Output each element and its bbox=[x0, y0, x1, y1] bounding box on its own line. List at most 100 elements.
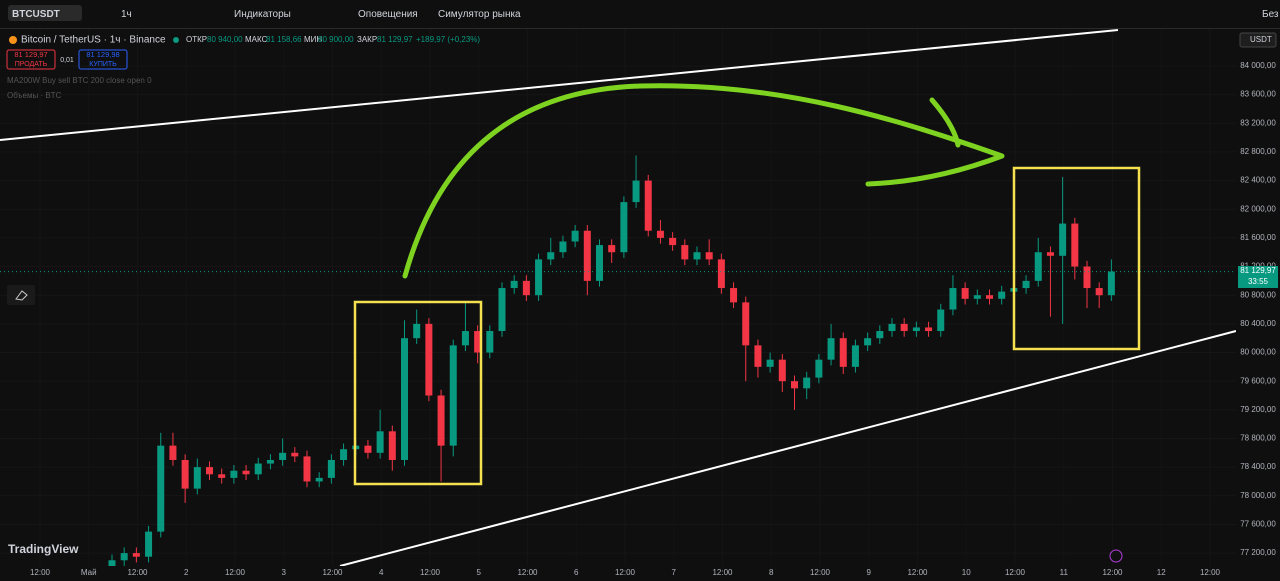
candle-body bbox=[1022, 280, 1030, 289]
candle-body bbox=[827, 338, 835, 360]
y-tick-label: 78 400,00 bbox=[1240, 462, 1276, 471]
candle-body bbox=[1083, 266, 1091, 289]
y-tick-label: 83 200,00 bbox=[1240, 118, 1276, 127]
x-tick-label: 9 bbox=[867, 568, 872, 577]
candle-body bbox=[656, 230, 664, 238]
replay-button[interactable]: Симулятор рынка bbox=[438, 9, 521, 20]
indicator[interactable]: Объемы · BTC bbox=[7, 91, 62, 100]
x-tick-label: 12:00 bbox=[127, 568, 148, 577]
candle-body bbox=[535, 259, 543, 296]
indicator[interactable]: MA200W Buy sell BTC 200 close open 0 bbox=[7, 76, 152, 85]
symbol[interactable]: BTCUSDT bbox=[12, 9, 60, 20]
candle-body bbox=[401, 338, 408, 460]
candle-body bbox=[327, 459, 335, 478]
candle-body bbox=[791, 381, 798, 389]
time-axis bbox=[0, 566, 1236, 581]
sell-button[interactable] bbox=[6, 49, 56, 70]
ohlc-change: +189,97 (+0,23%) bbox=[416, 35, 480, 44]
x-tick-label: 11 bbox=[1060, 568, 1069, 577]
symbol-box[interactable] bbox=[8, 5, 82, 21]
price-axis bbox=[1236, 28, 1280, 581]
x-tick-label: 12:00 bbox=[420, 568, 441, 577]
price-tag-countdown: 33:55 bbox=[1248, 277, 1269, 286]
y-tick-label: 78 800,00 bbox=[1240, 434, 1276, 443]
candle-body bbox=[851, 345, 859, 367]
toolbar-right[interactable]: Без bbox=[1262, 9, 1279, 20]
candle-body bbox=[340, 449, 348, 460]
x-tick-label: Май bbox=[81, 568, 97, 577]
coin-icon bbox=[9, 36, 17, 44]
ohlc-label: ОТКР bbox=[186, 35, 207, 44]
buy-price: 81 129,98 bbox=[86, 50, 119, 59]
symbol-name: Bitcoin / TetherUS · 1ч · Binance bbox=[21, 35, 166, 46]
candle-body bbox=[510, 280, 518, 289]
currency-select[interactable] bbox=[1239, 32, 1277, 48]
candle-body bbox=[303, 456, 311, 482]
candle-body bbox=[754, 345, 762, 367]
ohlc-label: МАКС bbox=[245, 35, 268, 44]
candle-body bbox=[681, 245, 689, 260]
arrow bbox=[402, 83, 1005, 279]
x-tick-label: 12:00 bbox=[615, 568, 636, 577]
candle-body bbox=[254, 463, 262, 475]
x-tick-label: 4 bbox=[379, 568, 384, 577]
buy-label: КУПИТЬ bbox=[89, 61, 117, 68]
price-tag-price: 81 129,97 bbox=[1240, 266, 1276, 275]
candle-body bbox=[571, 230, 579, 242]
status-dot bbox=[173, 37, 179, 43]
candle-body bbox=[376, 431, 384, 453]
candle-body bbox=[474, 331, 482, 353]
y-tick-label: 81 600,00 bbox=[1240, 233, 1276, 242]
candle-body bbox=[876, 331, 884, 339]
x-tick-label: 12:00 bbox=[810, 568, 831, 577]
candle-body bbox=[279, 452, 287, 460]
candle-body bbox=[900, 323, 908, 332]
alerts-button[interactable]: Оповещения bbox=[358, 9, 418, 20]
sell-label: ПРОДАТЬ bbox=[15, 61, 48, 68]
candle-body bbox=[230, 470, 238, 478]
y-tick-label: 80 400,00 bbox=[1240, 319, 1276, 328]
candle-body bbox=[803, 377, 811, 389]
y-tick-label: 80 000,00 bbox=[1240, 348, 1276, 357]
candle-body bbox=[608, 245, 616, 253]
y-tick-label: 80 800,00 bbox=[1240, 290, 1276, 299]
x-tick-label: 12 bbox=[1157, 568, 1166, 577]
candle-body bbox=[937, 309, 945, 332]
x-tick-label: 2 bbox=[184, 568, 189, 577]
candle-body bbox=[1059, 223, 1067, 256]
candle-body bbox=[486, 331, 494, 353]
candle-body bbox=[644, 180, 652, 231]
y-tick-label: 78 000,00 bbox=[1240, 491, 1276, 500]
candle-body bbox=[145, 531, 153, 557]
price-tag bbox=[1238, 266, 1278, 288]
y-tick-label: 82 400,00 bbox=[1240, 176, 1276, 185]
candle-body bbox=[193, 467, 201, 489]
candle-body bbox=[986, 295, 993, 299]
candle-body bbox=[1034, 252, 1042, 281]
x-tick-label: 5 bbox=[477, 568, 482, 577]
trendline bbox=[339, 330, 1237, 567]
y-tick-label: 79 200,00 bbox=[1240, 405, 1276, 414]
x-tick-label: 12:00 bbox=[225, 568, 246, 577]
lightning-icon[interactable] bbox=[1109, 549, 1123, 563]
y-tick-label: 79 600,00 bbox=[1240, 376, 1276, 385]
logo: TradingView bbox=[8, 542, 79, 556]
x-tick-label: 12:00 bbox=[1005, 568, 1026, 577]
candle-body bbox=[206, 467, 213, 475]
candle-body bbox=[364, 445, 372, 453]
buy-button[interactable] bbox=[78, 49, 128, 70]
eraser-button[interactable] bbox=[7, 285, 35, 305]
candle-body bbox=[547, 252, 555, 260]
candle-body bbox=[1107, 271, 1115, 296]
x-tick-label: 7 bbox=[672, 568, 677, 577]
x-tick-label: 12:00 bbox=[322, 568, 343, 577]
order-size: 0,01 bbox=[60, 57, 74, 64]
candle-body bbox=[498, 288, 506, 332]
candle-body bbox=[949, 288, 957, 310]
candle-body bbox=[425, 323, 433, 396]
candle-body bbox=[1046, 252, 1054, 256]
candle-body bbox=[461, 331, 469, 346]
candle-body bbox=[815, 359, 823, 378]
indicators-button[interactable]: Индикаторы bbox=[234, 9, 291, 20]
interval[interactable]: 1ч bbox=[121, 9, 132, 20]
